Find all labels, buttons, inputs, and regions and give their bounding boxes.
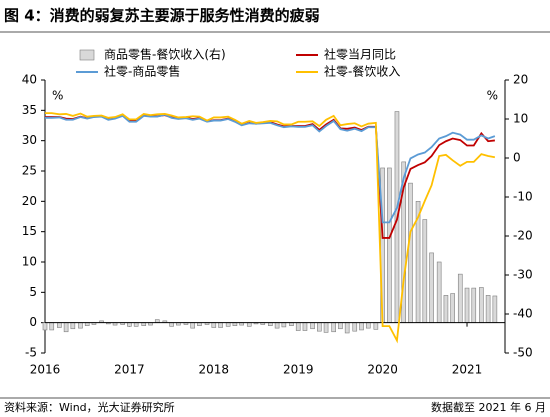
y-tick-label: 10 xyxy=(22,255,37,269)
bar xyxy=(408,182,413,323)
y2-tick-label: -30 xyxy=(513,268,533,282)
bar xyxy=(422,219,428,323)
chart-title: 图 4：消费的弱复苏主要源于服务性消费的疲弱 xyxy=(4,7,320,25)
line xyxy=(45,113,496,224)
x-tick-label: 2017 xyxy=(114,363,145,377)
bar xyxy=(133,322,139,327)
bar xyxy=(78,322,83,329)
y2-tick-label: 0 xyxy=(513,151,521,165)
bar xyxy=(471,287,477,323)
y2-tick-label: 20 xyxy=(513,73,528,87)
y-tick-label: 15 xyxy=(22,224,37,238)
bar xyxy=(281,322,287,328)
y-tick-label: 20 xyxy=(22,194,37,208)
x-tick-label: 2021 xyxy=(452,363,483,377)
bar xyxy=(436,261,442,323)
y-tick-label: 40 xyxy=(22,73,37,87)
bar xyxy=(190,322,196,329)
source: 资料来源：Wind，光大证券研究所 xyxy=(4,400,175,414)
bar xyxy=(63,322,69,333)
bar xyxy=(169,322,174,327)
bar xyxy=(352,322,358,332)
x-tick-label: 2018 xyxy=(199,363,230,377)
legend-label: 社零-商品零售 xyxy=(104,64,180,79)
x-tick-label: 2016 xyxy=(30,363,61,377)
bar xyxy=(302,322,308,331)
y2-unit: % xyxy=(487,89,498,103)
bar xyxy=(211,322,217,328)
bar xyxy=(429,252,434,323)
y-tick-label: 0 xyxy=(29,315,37,329)
y-tick-label: 5 xyxy=(29,285,37,299)
note: 数据截至 2021 年 6 月 xyxy=(431,400,546,414)
y-tick-label: 35 xyxy=(22,103,37,117)
y2-tick-label: -20 xyxy=(513,229,533,243)
bar xyxy=(218,322,223,328)
bar xyxy=(359,322,364,331)
y-tick-label: -5 xyxy=(25,346,37,360)
bar xyxy=(274,322,280,329)
bar xyxy=(338,322,343,330)
bar xyxy=(450,293,455,323)
bar xyxy=(295,322,301,331)
line xyxy=(45,114,495,239)
bar xyxy=(443,295,449,323)
bar xyxy=(479,287,484,323)
y-tick-label: 30 xyxy=(22,133,37,147)
bar xyxy=(246,322,252,327)
bar xyxy=(70,322,76,330)
y-tick-label: 25 xyxy=(22,164,37,178)
bar xyxy=(323,322,329,333)
bar xyxy=(317,322,322,332)
bar xyxy=(57,322,62,328)
y2-tick-label: 10 xyxy=(513,112,528,126)
x-tick-label: 2019 xyxy=(283,363,314,377)
y2-tick-label: -10 xyxy=(513,190,533,204)
y2-tick-label: -50 xyxy=(513,346,533,360)
bar xyxy=(485,295,491,323)
bar xyxy=(42,322,48,331)
y2-tick-label: -40 xyxy=(513,307,533,321)
bar xyxy=(492,295,498,323)
x-tick-label: 2020 xyxy=(367,363,398,377)
bar xyxy=(365,322,371,329)
bar xyxy=(387,167,392,323)
legend-label: 社零-餐饮收入 xyxy=(324,64,400,79)
bar xyxy=(457,273,463,323)
legend-label: 商品零售-餐饮收入(右) xyxy=(104,47,226,62)
bar xyxy=(344,322,350,334)
bar xyxy=(464,287,470,323)
legend-swatch xyxy=(79,49,95,61)
bar xyxy=(310,322,315,330)
legend-label: 社零当月同比 xyxy=(324,47,396,62)
bar xyxy=(331,322,336,333)
bar xyxy=(127,322,132,327)
bar xyxy=(49,322,55,331)
line xyxy=(45,112,496,344)
y-unit: % xyxy=(52,89,63,103)
bar xyxy=(373,322,379,330)
bar xyxy=(225,322,231,327)
